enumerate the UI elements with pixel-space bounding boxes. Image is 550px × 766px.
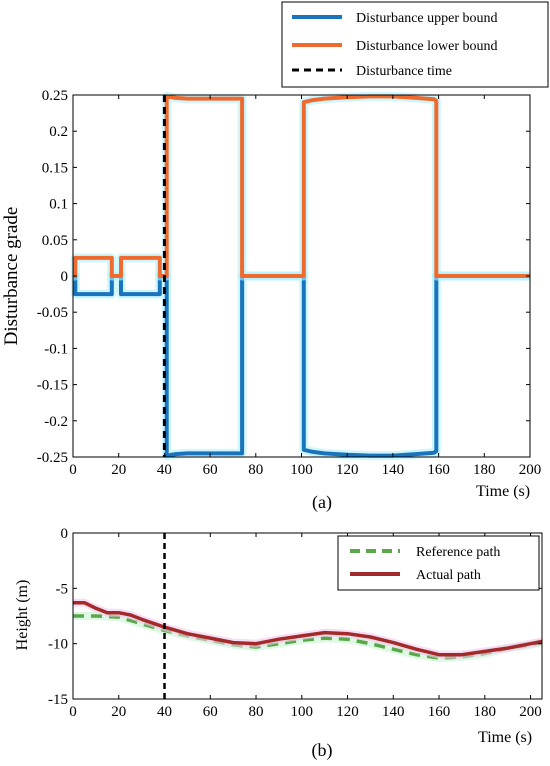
chart-a-series — [70, 91, 530, 461]
x-tick-label: 60 — [203, 462, 218, 478]
legend-a-label-time: Disturbance time — [356, 64, 452, 79]
y-tick-label: -0.2 — [44, 414, 68, 430]
y-tick-label: -0.1 — [44, 341, 68, 357]
x-tick-label: 160 — [428, 704, 451, 720]
x-tick-label: 140 — [382, 704, 405, 720]
legend-b-label-actual: Actual path — [416, 568, 481, 583]
chart-a-legend: Disturbance upper bound Disturbance lowe… — [281, 1, 549, 88]
series-line-actual-path — [73, 600, 543, 657]
chart-a-panel-label: (a) — [312, 492, 332, 513]
chart-b-series — [73, 598, 543, 663]
y-tick-label: -0.25 — [37, 450, 68, 466]
series-line-disturbance-upper-bound — [73, 274, 530, 458]
x-tick-label: 140 — [382, 462, 405, 478]
chart-b-legend-box — [337, 535, 540, 591]
x-tick-label: 80 — [248, 462, 263, 478]
chart-b-plot-frame — [72, 532, 543, 700]
series-line-disturbance-lower-bound — [73, 94, 530, 278]
chart-a-ylabel: Disturbance grade — [1, 207, 22, 346]
x-tick-label: 160 — [427, 462, 450, 478]
y-tick-label: -5 — [56, 581, 69, 597]
x-tick-label: 80 — [249, 704, 264, 720]
x-tick-label: 20 — [111, 462, 126, 478]
series-glow-1 — [73, 598, 543, 659]
legend-a-label-lower: Disturbance lower bound — [356, 39, 498, 54]
y-tick-label: -0.05 — [37, 305, 68, 321]
x-tick-label: 200 — [519, 704, 542, 720]
x-tick-label: 0 — [69, 704, 77, 720]
chart-b-xlabel: Time (s) — [478, 729, 532, 746]
y-tick-label: 0 — [61, 269, 69, 285]
y-tick-label: 0.15 — [42, 160, 68, 176]
y-tick-label: 0.1 — [49, 197, 68, 213]
y-tick-label: 0.05 — [42, 233, 68, 249]
chart-a-y-ticks: -0.25 -0.2 -0.15 -0.1 -0.05 0 0.05 0.1 0.15 0.2 0.… — [37, 88, 530, 466]
chart-b-y-ticks: -15 -10 -5 0 — [48, 526, 542, 708]
chart-a-x-ticks: 0 20 40 60 80 100 120 140 160 180 200 — [69, 95, 541, 478]
chart-b: 0 20 40 60 80 100 120 140 160 180 200 -15 -10 -5 0 He… — [14, 526, 543, 761]
x-tick-label: 20 — [111, 704, 126, 720]
x-tick-label: 40 — [157, 462, 172, 478]
chart-b-legend: Reference path Actual path — [337, 535, 540, 591]
y-tick-label: -15 — [48, 692, 68, 708]
x-tick-label: 180 — [473, 462, 496, 478]
legend-a-label-upper: Disturbance upper bound — [356, 11, 498, 26]
chart-a: 0 20 40 60 80 100 120 140 160 180 200 -0.25-0.2-0.… — [1, 1, 549, 513]
x-tick-label: 120 — [336, 704, 359, 720]
x-tick-label: 200 — [519, 462, 542, 478]
x-tick-label: 120 — [336, 462, 359, 478]
y-tick-label: 0.25 — [42, 88, 68, 104]
x-tick-label: 40 — [157, 704, 172, 720]
y-tick-label: -0.15 — [37, 378, 68, 394]
y-tick-label: 0.2 — [49, 124, 68, 140]
chart-b-panel-label: (b) — [312, 740, 333, 761]
chart-a-xlabel: Time (s) — [476, 483, 530, 500]
x-tick-label: 100 — [291, 704, 314, 720]
chart-b-ylabel: Height (m) — [14, 580, 31, 651]
x-tick-label: 0 — [69, 462, 77, 478]
x-tick-label: 180 — [474, 704, 497, 720]
x-tick-label: 100 — [290, 462, 313, 478]
series-glow-1 — [70, 91, 530, 281]
x-tick-label: 60 — [203, 704, 218, 720]
legend-b-label-reference: Reference path — [416, 545, 500, 560]
y-tick-label: -10 — [48, 637, 68, 653]
y-tick-label: 0 — [61, 526, 69, 542]
series-glow-0 — [70, 271, 530, 461]
